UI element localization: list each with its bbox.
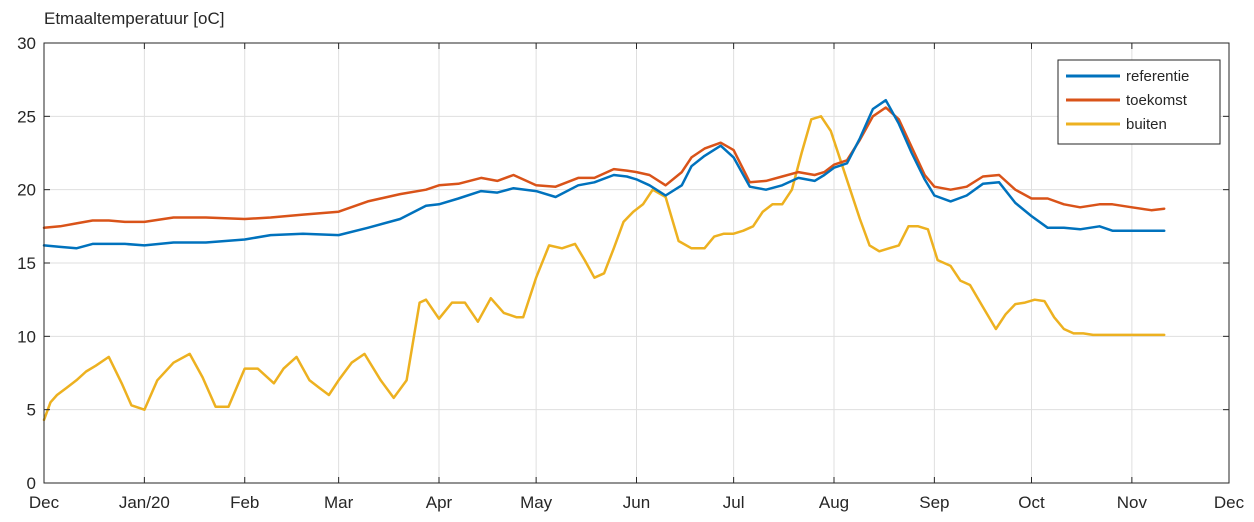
y-tick-label: 25	[17, 107, 36, 126]
x-tick-label: Jul	[723, 493, 745, 512]
legend-label-buiten: buiten	[1126, 116, 1167, 133]
series-line-buiten	[42, 115, 1166, 422]
x-tick-label: Sep	[919, 493, 949, 512]
series-line-toekomst	[42, 106, 1166, 230]
y-tick-label: 10	[17, 327, 36, 346]
series-line-referentie	[42, 98, 1166, 250]
y-tick-label: 5	[27, 401, 36, 420]
y-tick-label: 20	[17, 181, 36, 200]
x-tick-label: Oct	[1018, 493, 1045, 512]
chart-title: Etmaaltemperatuur [oC]	[44, 9, 224, 28]
legend-label-referentie: referentie	[1126, 68, 1189, 85]
x-tick-label: Nov	[1117, 493, 1148, 512]
y-tick-label: 15	[17, 254, 36, 273]
x-tick-label: Jan/20	[119, 493, 170, 512]
y-tick-label: 0	[27, 474, 36, 493]
x-tick-label: Mar	[324, 493, 354, 512]
series-lines	[42, 98, 1166, 422]
x-tick-label: Apr	[426, 493, 453, 512]
x-tick-label: Jun	[623, 493, 650, 512]
x-tick-label: Aug	[819, 493, 849, 512]
x-tick-label: Dec	[29, 493, 60, 512]
x-tick-label: Feb	[230, 493, 259, 512]
grid-lines	[43, 42, 1230, 484]
legend: referentie toekomst buiten	[1057, 59, 1221, 145]
axis-ticks: Dec Jan/20 Feb Mar Apr May Jun Jul Aug Sep Oct Nov D…	[17, 34, 1245, 512]
legend-box	[1057, 59, 1221, 145]
y-tick-label: 30	[17, 34, 36, 53]
x-tick-label: Dec	[1214, 493, 1245, 512]
legend-label-toekomst: toekomst	[1126, 92, 1188, 109]
x-tick-label: May	[520, 493, 553, 512]
